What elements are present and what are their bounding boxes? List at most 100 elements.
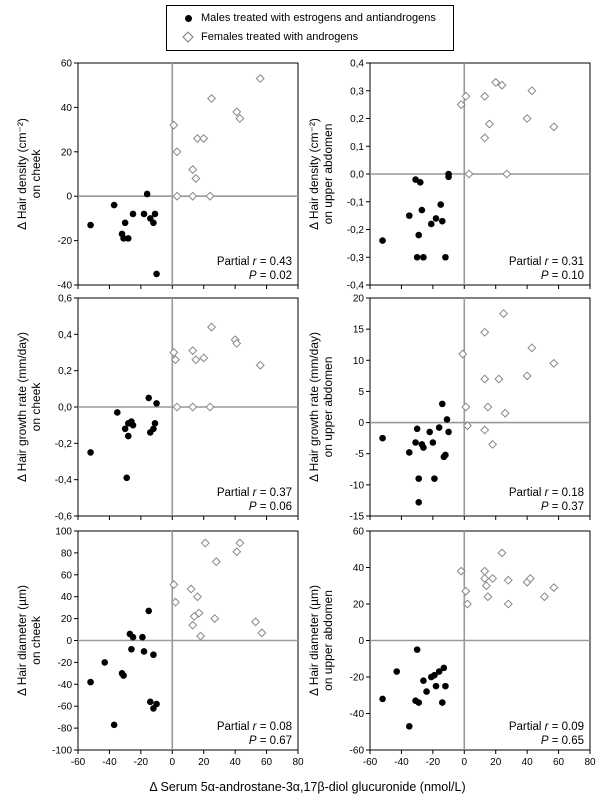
y-tick-label: 0 — [66, 636, 72, 647]
legend-entry-males: Males treated with estrogens and antiand… — [181, 12, 436, 24]
male-point — [87, 221, 94, 229]
filled-circle-marker-icon — [181, 12, 195, 24]
female-point — [186, 584, 196, 594]
male-point — [143, 190, 151, 198]
panel-6: -60 -40 -20 0 20 40 60 -60 -40 -20 0 20 40 60 80 Δ Hair… — [307, 527, 596, 769]
y-tick-label: -20 — [350, 673, 365, 684]
male-point — [431, 475, 438, 482]
y-axis-label-line: Δ Hair diameter (µm) — [15, 585, 29, 696]
y-tick-label: 0 — [358, 418, 364, 429]
male-point — [438, 400, 446, 408]
male-point — [146, 698, 154, 706]
female-point — [480, 91, 490, 101]
y-tick-label: -100 — [52, 746, 72, 757]
female-point — [527, 86, 537, 96]
y-tick-label: -0,3 — [347, 253, 365, 264]
female-point — [188, 620, 198, 630]
male-point — [393, 668, 401, 675]
y-tick-label: -0,4 — [55, 475, 73, 486]
male-point — [423, 688, 430, 695]
male-point — [442, 682, 449, 690]
y-tick-label: 40 — [353, 563, 365, 574]
y-tick-label: 40 — [61, 103, 73, 114]
y-axis-label-line: Δ Hair growth rate (mm/day) — [15, 332, 29, 482]
p-value-annotation: P = 0.67 — [249, 735, 292, 747]
male-point — [415, 231, 423, 239]
male-point — [420, 677, 427, 684]
male-point — [87, 449, 94, 456]
female-point — [494, 374, 504, 384]
male-point — [442, 253, 449, 261]
female-point — [488, 573, 498, 583]
partial-r-annotation: Partial r = 0.08 — [217, 721, 292, 733]
male-point — [420, 444, 427, 451]
partial-r-annotation: Partial r = 0.31 — [509, 256, 584, 268]
y-tick-label: 20 — [61, 147, 73, 158]
y-tick-label: 0,0 — [350, 170, 364, 181]
male-point — [150, 219, 157, 227]
female-point — [480, 425, 490, 435]
y-tick-label: 0,3 — [350, 86, 364, 97]
female-point — [497, 548, 507, 558]
y-axis-label-line: Δ Hair density (cm⁻²) — [307, 118, 321, 230]
male-point — [120, 235, 127, 242]
female-point — [172, 147, 182, 157]
female-point — [483, 592, 493, 602]
y-axis-label: Δ Hair density (cm⁻²)on cheek — [15, 118, 43, 230]
y-tick-label: 10 — [353, 356, 365, 367]
x-tick-label: 60 — [261, 757, 273, 768]
y-axis-label: Δ Hair density (cm⁻²)on upper abdomen — [307, 118, 335, 230]
female-point — [192, 133, 202, 143]
female-point — [462, 421, 472, 431]
male-point — [151, 420, 159, 427]
x-tick-label: 0 — [170, 757, 176, 768]
male-point — [415, 475, 423, 482]
p-value-annotation: P = 0.10 — [541, 270, 584, 282]
female-point — [484, 119, 494, 129]
x-tick-label: -20 — [426, 757, 441, 768]
male-point — [405, 722, 413, 730]
female-point — [199, 353, 209, 363]
plot-frame — [369, 297, 591, 517]
legend-label-females: Females treated with androgens — [201, 31, 359, 43]
y-tick-label: 0,6 — [58, 294, 72, 305]
male-point — [150, 651, 157, 659]
male-point — [438, 217, 446, 225]
male-point — [427, 220, 435, 228]
y-tick-label: 0 — [358, 636, 364, 647]
female-point — [211, 557, 221, 567]
x-tick-label: 60 — [553, 757, 565, 768]
y-axis-label: Δ Hair growth rate (mm/day)on upper abdo… — [307, 332, 335, 482]
y-tick-label: -0,1 — [347, 197, 365, 208]
y-tick-label: -0,2 — [55, 439, 73, 450]
panel-5: -100 -80 -60 -40 -20 0 20 40 60 80 100 -60 -40 -20 0 20… — [15, 527, 304, 769]
male-point — [379, 434, 386, 442]
male-point — [437, 201, 445, 208]
female-point — [481, 581, 491, 591]
x-tick-label: -60 — [71, 757, 86, 768]
y-tick-label: 0,2 — [58, 366, 72, 377]
male-point — [405, 212, 413, 219]
female-point — [461, 402, 471, 412]
y-tick-label: -5 — [355, 449, 364, 460]
male-point — [415, 699, 423, 706]
y-tick-label: -0,2 — [347, 225, 365, 236]
male-point — [413, 646, 421, 653]
y-tick-label: -60 — [350, 746, 365, 757]
male-point — [426, 428, 434, 436]
female-point — [522, 371, 532, 381]
y-tick-label: 15 — [353, 325, 365, 336]
male-point — [124, 432, 132, 440]
male-point — [121, 219, 129, 227]
x-tick-label: -20 — [134, 757, 149, 768]
male-point — [379, 237, 386, 244]
panel-4: -15 -10 -5 0 5 10 15 20 Δ Hair growth rate (mm/d… — [307, 294, 591, 523]
female-point — [200, 538, 210, 548]
x-tick-label: 80 — [292, 757, 304, 768]
female-point — [232, 338, 242, 348]
male-point — [413, 425, 421, 433]
y-axis-label-line: on upper abdomen — [321, 590, 335, 691]
y-tick-label: -15 — [350, 512, 365, 523]
p-value-annotation: P = 0.02 — [249, 270, 292, 282]
open-diamond-marker-icon — [181, 31, 195, 43]
